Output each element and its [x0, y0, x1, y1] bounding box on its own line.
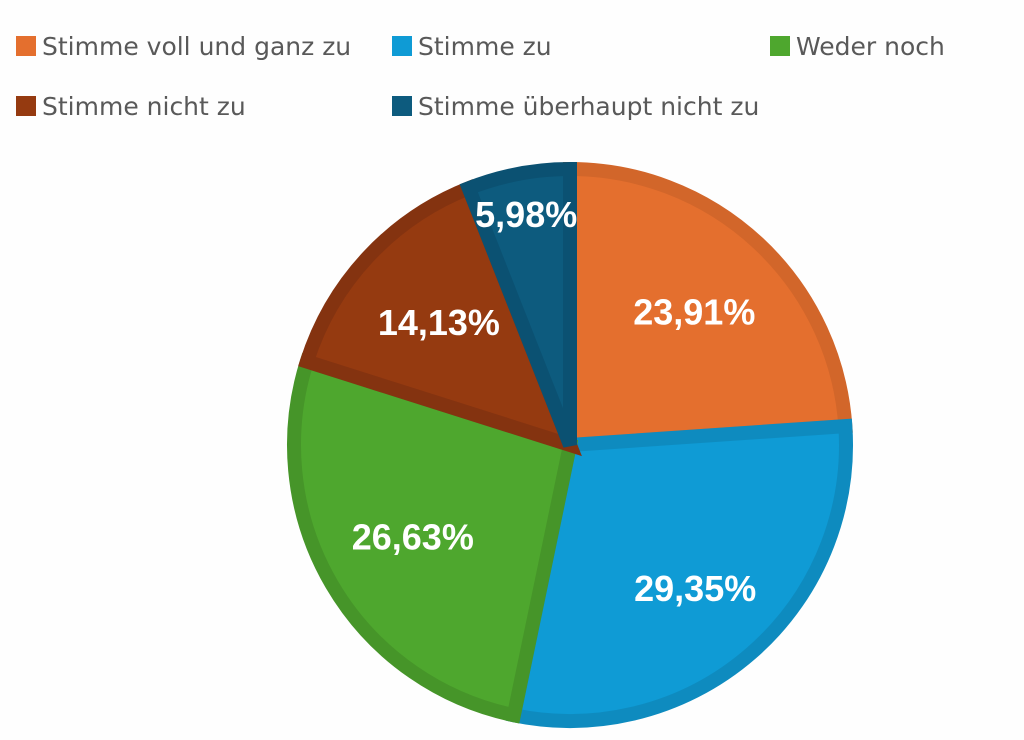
- legend-swatch: [16, 36, 36, 56]
- legend-item-nicht: Stimme nicht zu: [16, 86, 246, 126]
- legend-label: Stimme nicht zu: [42, 91, 246, 121]
- legend-swatch: [770, 36, 790, 56]
- data-label-weder: 26,63%: [352, 517, 474, 558]
- data-label-zu: 29,35%: [634, 568, 756, 609]
- legend-item-voll: Stimme voll und ganz zu: [16, 26, 351, 66]
- data-label-nicht: 14,13%: [378, 302, 500, 343]
- legend-swatch: [16, 96, 36, 116]
- legend-label: Stimme voll und ganz zu: [42, 31, 352, 61]
- legend-item-ueberhaupt: Stimme überhaupt nicht zu: [392, 86, 759, 126]
- legend-label: Weder noch: [796, 31, 945, 61]
- legend-swatch: [392, 96, 412, 116]
- legend-item-zu: Stimme zu: [392, 26, 552, 66]
- pie-slice-nicht: [298, 179, 582, 457]
- pie-slice-voll: [563, 161, 853, 453]
- legend-label: Stimme zu: [418, 31, 552, 61]
- pie-slice-zu: [505, 418, 853, 728]
- legend-label: Stimme überhaupt nicht zu: [418, 91, 760, 121]
- data-label-ueberhaupt: 5,98%: [475, 194, 577, 235]
- pie-slice-weder: [287, 352, 579, 724]
- pie-slice-ueberhaupt: [459, 161, 577, 448]
- data-label-voll: 23,91%: [633, 291, 755, 332]
- legend-item-weder: Weder noch: [770, 26, 945, 66]
- legend-swatch: [392, 36, 412, 56]
